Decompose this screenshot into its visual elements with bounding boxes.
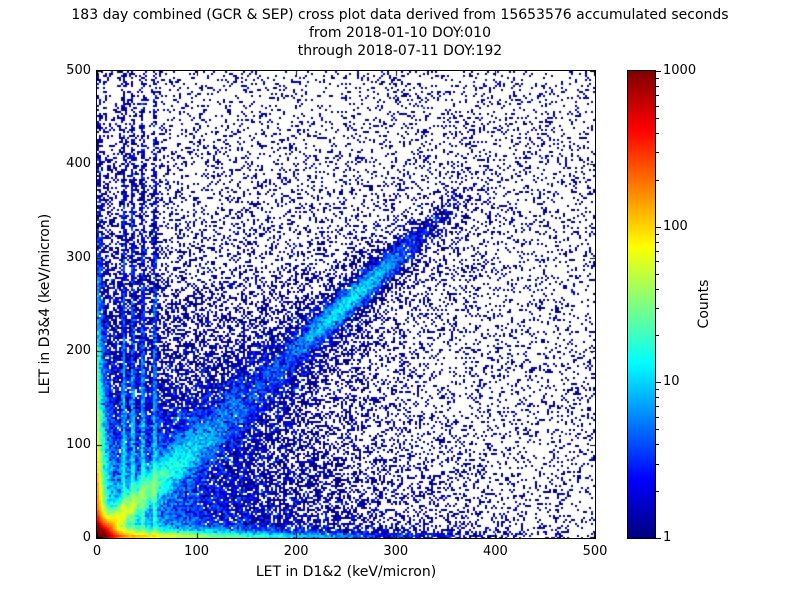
chart-title-line-2: from 2018-01-10 DOY:010 bbox=[308, 25, 491, 41]
colorbar-minor-tick bbox=[656, 242, 659, 243]
x-tick-label: 300 bbox=[383, 544, 409, 559]
colorbar-minor-tick bbox=[656, 78, 659, 79]
colorbar-tick-label: 10 bbox=[663, 374, 680, 390]
colorbar-minor-tick bbox=[656, 464, 659, 465]
colorbar-minor-tick bbox=[656, 308, 659, 309]
colorbar-minor-tick bbox=[656, 133, 659, 134]
colorbar-major-tick bbox=[656, 382, 661, 383]
colorbar-minor-tick bbox=[656, 491, 659, 492]
x-axis-label: LET in D1&2 (keV/micron) bbox=[255, 564, 437, 580]
x-tick-label: 500 bbox=[582, 544, 608, 559]
colorbar-major-tick bbox=[656, 71, 661, 72]
colorbar-minor-tick bbox=[656, 389, 659, 390]
cross-plot-canvas bbox=[96, 70, 596, 539]
colorbar-minor-tick bbox=[656, 180, 659, 181]
y-tick-label: 0 bbox=[82, 530, 91, 545]
x-tick-label: 0 bbox=[92, 544, 102, 559]
x-tick-label: 100 bbox=[184, 544, 209, 559]
colorbar-major-tick bbox=[656, 227, 661, 228]
y-tick-label: 200 bbox=[66, 343, 91, 359]
colorbar-minor-tick bbox=[656, 234, 659, 235]
colorbar-major-tick bbox=[656, 538, 661, 539]
colorbar-minor-tick bbox=[656, 261, 659, 262]
x-tick-label: 200 bbox=[283, 544, 309, 559]
colorbar-minor-tick bbox=[656, 95, 659, 96]
colorbar-minor-tick bbox=[656, 406, 659, 407]
y-tick-label: 100 bbox=[66, 436, 91, 452]
colorbar-tick-label: 1000 bbox=[663, 63, 697, 78]
chart-title-line-3: through 2018-07-11 DOY:192 bbox=[297, 43, 503, 59]
colorbar-tick-label: 100 bbox=[663, 218, 688, 234]
colorbar-minor-tick bbox=[656, 289, 659, 290]
chart-title-line-1: 183 day combined (GCR & SEP) cross plot … bbox=[71, 7, 729, 23]
colorbar-minor-tick bbox=[656, 86, 659, 87]
x-tick-label: 400 bbox=[482, 544, 508, 559]
colorbar-minor-tick bbox=[656, 335, 659, 336]
colorbar-tick-label: 1 bbox=[663, 530, 672, 545]
colorbar-gradient bbox=[627, 70, 656, 539]
y-tick-label: 400 bbox=[66, 156, 91, 172]
colorbar-minor-tick bbox=[656, 274, 659, 275]
y-tick-label: 300 bbox=[66, 249, 91, 265]
colorbar-minor-tick bbox=[656, 106, 659, 107]
y-axis-label: LET in D3&4 (keV/micron) bbox=[37, 213, 53, 395]
colorbar-minor-tick bbox=[656, 152, 659, 153]
colorbar-label: Counts bbox=[696, 279, 712, 329]
colorbar-minor-tick bbox=[656, 429, 659, 430]
colorbar-minor-tick bbox=[656, 251, 659, 252]
colorbar-minor-tick bbox=[656, 397, 659, 398]
colorbar-minor-tick bbox=[656, 118, 659, 119]
y-tick-label: 500 bbox=[66, 63, 91, 78]
colorbar-minor-tick bbox=[656, 417, 659, 418]
colorbar-minor-tick bbox=[656, 444, 659, 445]
